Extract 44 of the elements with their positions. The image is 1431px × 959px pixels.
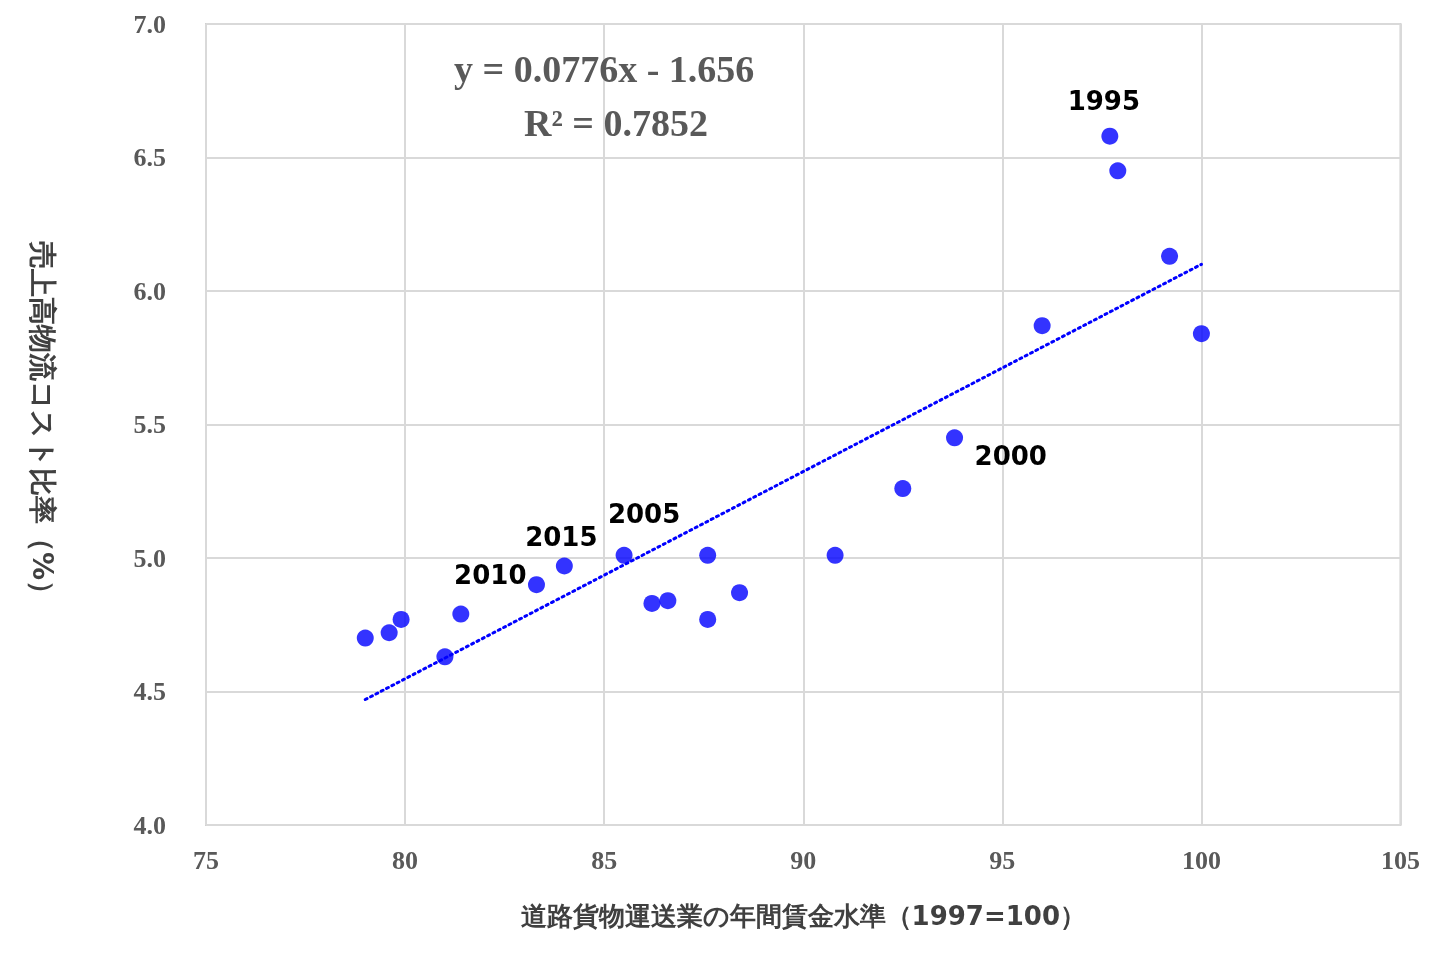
point [731,584,749,602]
x-tick-label: 95 [989,845,1016,875]
y-tick-label: 6.5 [133,143,166,172]
annotation: 1995 [1067,86,1141,117]
y-tick-label: 5.5 [133,410,166,439]
y-axis-title: 売上高物流コスト比率（%） [25,240,59,609]
x-tick-label: 105 [1381,845,1420,875]
point [1192,325,1210,343]
y-tick-label: 5.0 [133,543,166,573]
point [826,546,844,564]
point [615,546,633,564]
x-tick-label: 85 [591,845,618,875]
point [356,629,374,647]
point [1161,247,1179,265]
x-tick-label: 90 [790,845,817,875]
point [1109,162,1127,180]
point [452,605,470,623]
point [699,546,717,564]
annotation: 2015 [525,522,598,553]
annotation: 2000 [974,440,1047,471]
point [894,480,912,498]
point [659,592,677,610]
annotation: 2010 [454,559,527,590]
point [392,610,410,628]
x-tick-label: 80 [392,845,419,875]
y-tick-label: 4.0 [133,810,166,840]
point [699,610,717,628]
point [1101,127,1119,145]
y-tick-label: 6.0 [133,276,166,306]
point [1033,317,1051,335]
point [555,557,573,575]
point [380,624,398,642]
x-axis-title: 道路貨物運送業の年間賃金水準（1997=100） [520,901,1086,931]
annotation: 2005 [607,499,681,530]
point [643,594,661,612]
annotation: R² = 0.7852 [524,102,708,144]
annotation: y = 0.0776x - 1.656 [454,48,755,90]
point [436,648,454,666]
x-tick-label: 100 [1181,845,1221,875]
x-tick-label: 75 [193,845,219,875]
y-tick-label: 7.0 [133,9,166,39]
point [528,576,545,594]
y-tick-label: 4.5 [133,677,166,706]
point [946,429,964,447]
